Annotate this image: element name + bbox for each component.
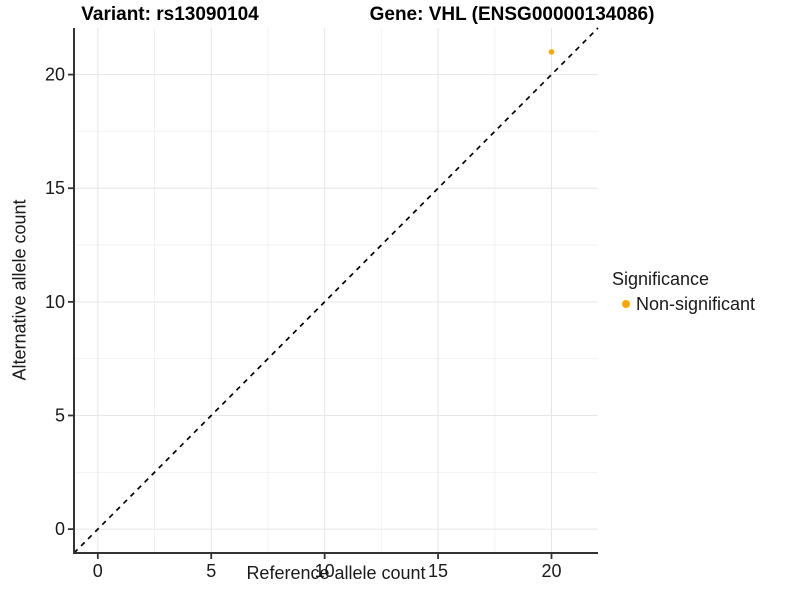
x-tick-label: 10	[315, 561, 335, 581]
y-tick-label: 20	[45, 65, 65, 85]
identity-diagonal-line	[73, 27, 599, 554]
legend-title: Significance	[612, 269, 710, 289]
legend-point-icon	[622, 300, 630, 308]
x-tick-label: 15	[428, 561, 448, 581]
x-axis-label: Reference allele count	[246, 563, 426, 583]
y-tick-label: 10	[45, 292, 65, 312]
plot-title-variant: Variant: rs13090104	[81, 4, 259, 25]
x-tick-label: 5	[206, 561, 216, 581]
x-tick-label: 20	[541, 561, 561, 581]
legend-item-label: Non-significant	[636, 293, 756, 314]
y-tick-label: 5	[55, 406, 65, 426]
y-axis-label: Alternative allele count	[9, 199, 30, 381]
y-tick-label: 15	[45, 178, 65, 198]
legend: Significance Non-significant	[612, 268, 755, 314]
x-tick-label: 0	[93, 561, 103, 581]
data-point	[548, 49, 555, 55]
y-tick-label: 0	[55, 519, 65, 539]
legend-item: Non-significant	[622, 294, 755, 314]
plot-title-gene: Gene: VHL (ENSG00000134086)	[369, 4, 655, 25]
